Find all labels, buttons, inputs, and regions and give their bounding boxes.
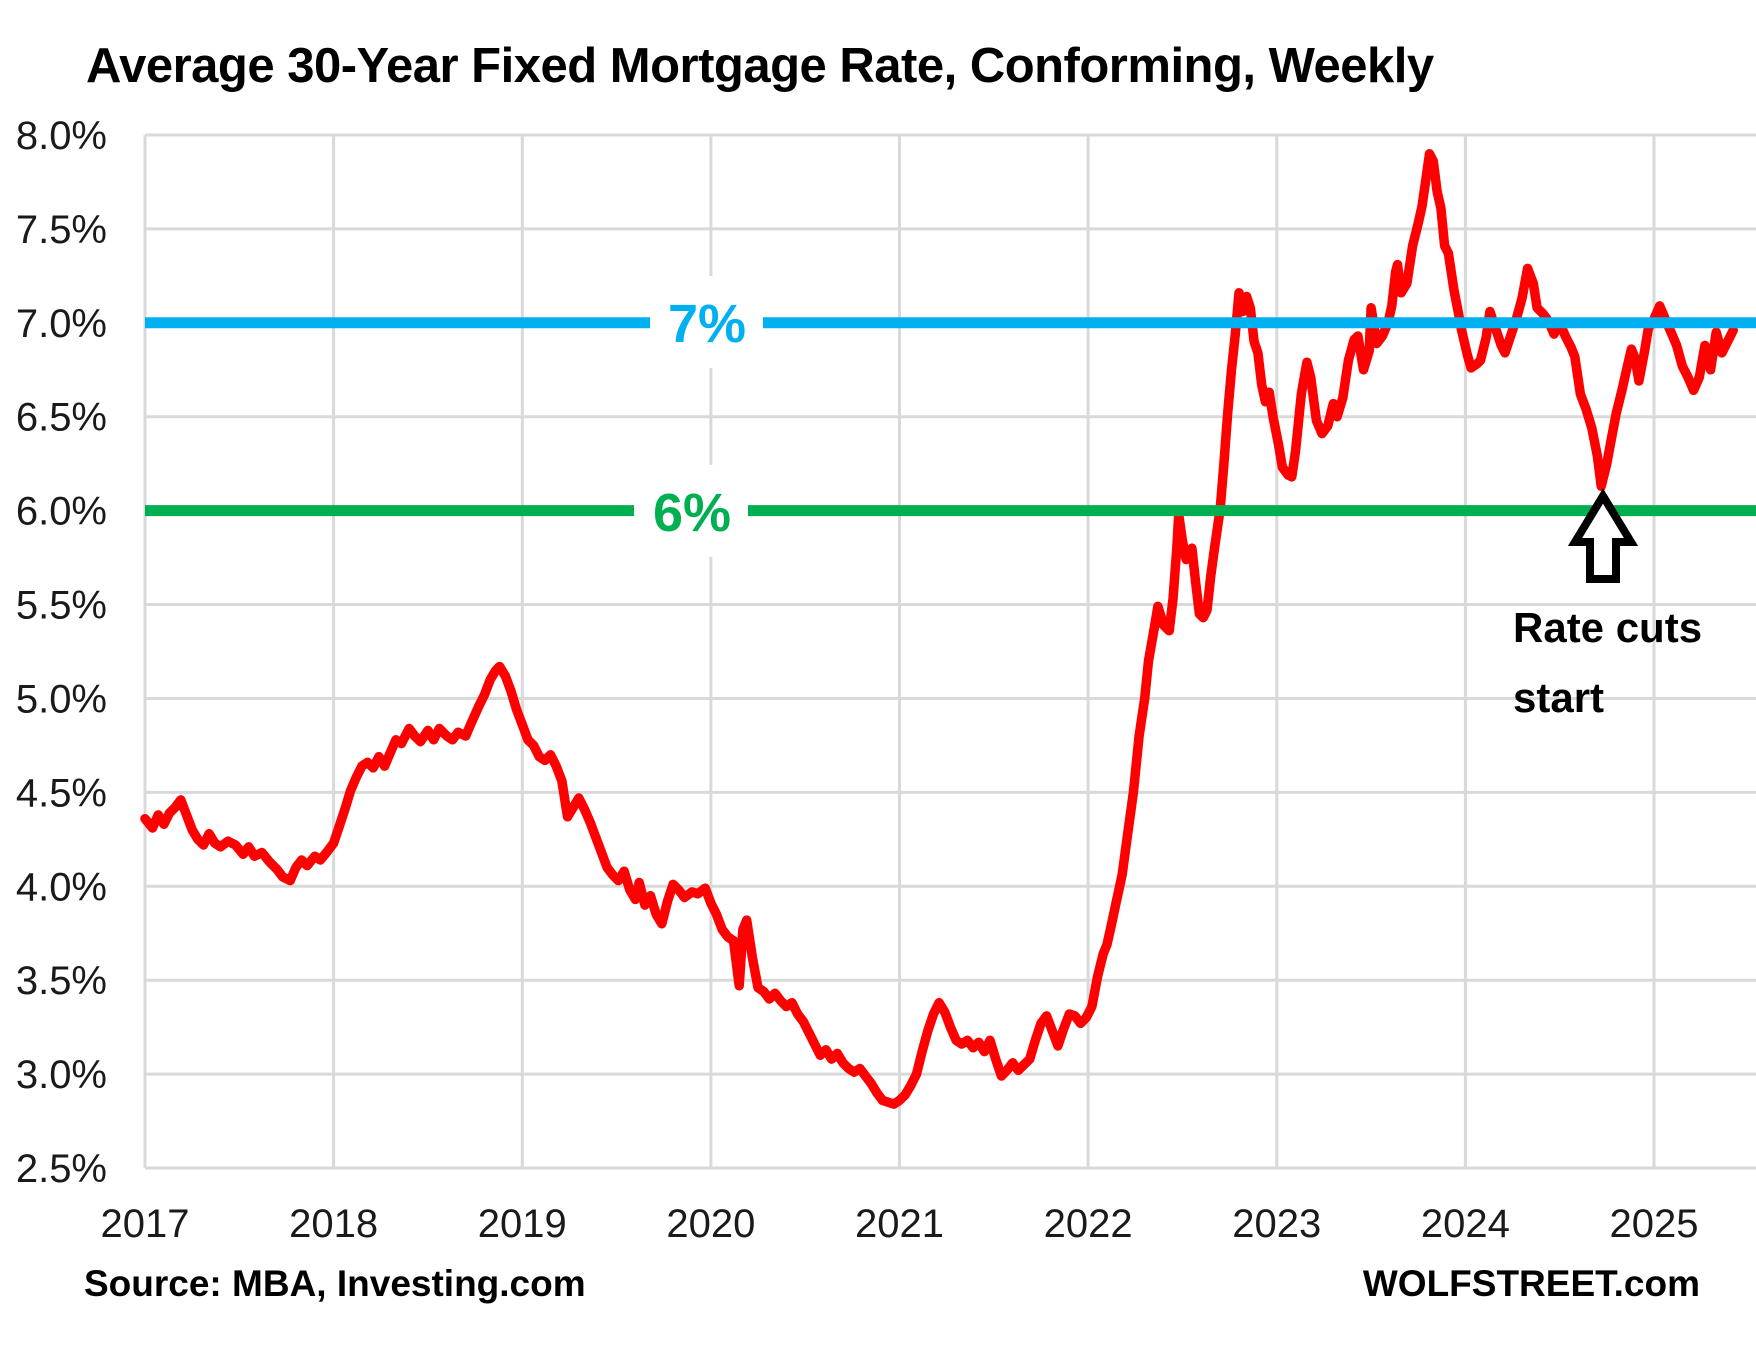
x-tick-label: 2020 <box>666 1202 755 1246</box>
six-pct-label: 6% <box>653 483 731 543</box>
y-tick-label: 4.0% <box>16 865 107 909</box>
rate-cuts-label-line1: Rate cuts <box>1513 604 1702 651</box>
rate-cuts-label-line2: start <box>1513 674 1604 721</box>
x-tick-label: 2024 <box>1421 1202 1510 1246</box>
chart-title: Average 30-Year Fixed Mortgage Rate, Con… <box>86 39 1434 93</box>
six-pct-label-box <box>634 465 748 557</box>
y-tick-label: 3.5% <box>16 959 107 1003</box>
y-tick-label: 2.5% <box>16 1147 107 1191</box>
x-tick-label: 2019 <box>478 1202 567 1246</box>
y-tick-label: 6.0% <box>16 490 107 534</box>
gridlines <box>143 133 1756 1170</box>
x-tick-label: 2023 <box>1232 1202 1321 1246</box>
y-tick-label: 7.0% <box>16 302 107 346</box>
reference-lines <box>145 317 1756 517</box>
x-tick-label: 2021 <box>855 1202 944 1246</box>
x-tick-label: 2018 <box>289 1202 378 1246</box>
y-tick-label: 8.0% <box>16 114 107 158</box>
x-tick-label: 2025 <box>1610 1202 1699 1246</box>
y-tick-label: 6.5% <box>16 396 107 440</box>
x-axis-tick-labels: 2017 2018 2019 2020 2021 2022 2023 2024 2025 <box>101 1202 1699 1246</box>
y-tick-label: 7.5% <box>16 208 107 252</box>
rate-cuts-up-arrow-icon <box>1567 488 1639 583</box>
brand-wolfstreet: WOLFSTREET.com <box>1363 1263 1700 1304</box>
y-tick-label: 5.5% <box>16 584 107 628</box>
y-tick-label: 5.0% <box>16 678 107 722</box>
y-tick-label: 4.5% <box>16 771 107 815</box>
x-tick-label: 2022 <box>1044 1202 1133 1246</box>
x-tick-label: 2017 <box>101 1202 190 1246</box>
rate-line-series <box>140 149 1738 1109</box>
mortgage-rate-line <box>140 149 1738 1109</box>
y-axis-tick-labels: 8.0% 7.5% 7.0% 6.5% 6.0% 5.5% 5.0% 4.5% 4.0% 3.5%… <box>16 114 107 1191</box>
seven-pct-label-box <box>650 276 763 368</box>
seven-pct-label: 7% <box>668 294 746 354</box>
y-tick-label: 3.0% <box>16 1053 107 1097</box>
source-note: Source: MBA, Investing.com <box>84 1263 586 1304</box>
